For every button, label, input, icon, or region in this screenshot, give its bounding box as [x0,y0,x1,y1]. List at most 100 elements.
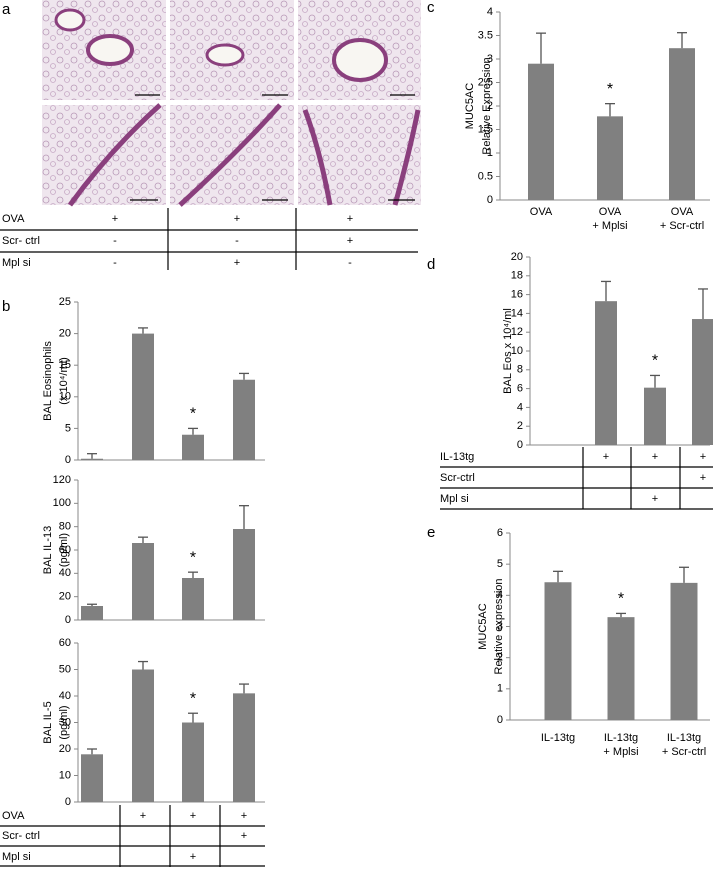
condition-cell: + [190,851,196,863]
airway [86,34,134,66]
y-tick-label: 5 [65,422,71,434]
bar [81,458,103,460]
bar [81,606,103,620]
y-axis-label: (pg/ml) [58,533,70,567]
y-tick-label: 100 [53,497,71,509]
x-tick-label: OVA [599,206,622,218]
micrographs [42,0,421,207]
condition-cell: + [234,257,240,269]
bar [132,669,154,802]
airway-wall [178,103,282,207]
condition-cell: + [347,235,353,247]
significance-mark: * [618,591,624,608]
y-axis-label: (x 10⁴/ml) [58,357,70,405]
y-tick-label: 5 [497,558,503,570]
y-tick-label: 60 [59,544,71,556]
condition-cell: + [603,451,609,463]
condition-cell: - [113,235,117,247]
panel-letter: e [427,524,435,541]
condition-label: Mpl si [2,851,31,863]
condition-label: IL-13tg [440,451,474,463]
y-tick-label: 8 [517,364,523,376]
x-tick-label: + Mplsi [603,746,638,758]
y-tick-label: 50 [59,663,71,675]
condition-cell: - [235,235,239,247]
bar [132,333,154,460]
y-axis-label: MUC5AC [464,83,476,130]
y-axis-label: BAL Eosinophils [42,341,54,421]
x-tick-label: + Scr-ctrl [662,746,706,758]
x-tick-label: IL-13tg [667,732,701,744]
x-tick-label: + Scr-ctrl [660,220,704,232]
condition-cell: + [241,810,247,822]
x-tick-label: IL-13tg [541,732,575,744]
significance-mark: * [607,81,613,98]
y-tick-label: 4 [517,401,523,413]
y-tick-label: 1 [487,147,493,159]
y-tick-label: 0 [65,454,71,466]
y-tick-label: 0 [487,194,493,206]
y-tick-label: 4 [497,589,503,601]
significance-mark: * [190,406,196,423]
micrograph [298,105,421,205]
y-axis-label: BAL IL-13 [42,526,54,575]
y-tick-label: 4 [487,6,493,18]
bar [669,48,695,200]
condition-cell: + [652,451,658,463]
y-tick-label: 20 [511,251,523,263]
bar [182,434,204,460]
bar [595,301,617,445]
airway [332,38,388,82]
y-axis-label: (pg/ml) [58,705,70,739]
y-tick-label: 0 [65,614,71,626]
condition-label: Scr- ctrl [2,235,40,247]
y-tick-label: 16 [511,289,523,301]
airway [205,43,245,67]
bar [597,116,623,200]
y-tick-label: 6 [517,383,523,395]
condition-cell: + [347,213,353,225]
y-tick-label: 10 [511,345,523,357]
condition-cell: + [234,213,240,225]
scale-bars [130,94,415,201]
y-tick-label: 15 [59,359,71,371]
y-tick-label: 10 [59,769,71,781]
bar [607,617,635,720]
bar [544,582,572,720]
airway-wall [67,103,162,207]
y-tick-label: 80 [59,521,71,533]
bar [182,578,204,620]
significance-mark: * [190,549,196,566]
y-tick-label: 6 [497,527,503,539]
condition-cell: + [112,213,118,225]
y-tick-label: 2 [487,100,493,112]
condition-cell: + [700,472,706,484]
y-tick-label: 2 [517,420,523,432]
y-tick-label: 40 [59,690,71,702]
y-tick-label: 30 [59,716,71,728]
condition-cell: + [241,830,247,842]
y-tick-label: 2.5 [478,76,493,88]
bar [528,63,554,201]
condition-label: Scr- ctrl [2,830,40,842]
bar [233,379,255,460]
condition-cell: + [140,810,146,822]
bar [233,693,255,802]
condition-cell: + [190,810,196,822]
condition-cell: + [652,493,658,505]
y-tick-label: 25 [59,296,71,308]
y-tick-label: 0 [517,439,523,451]
y-tick-label: 20 [59,743,71,755]
y-axis-label: Relative Expression [481,57,493,154]
significance-mark: * [190,690,196,707]
airway-wall [302,109,421,206]
y-tick-label: 1.5 [478,123,493,135]
panel-letter: d [427,256,435,273]
x-tick-label: OVA [530,206,553,218]
panel-letter: c [427,0,435,16]
x-tick-label: + Mplsi [592,220,627,232]
y-tick-label: 18 [511,270,523,282]
y-tick-label: 0 [497,714,503,726]
panel-letter: b [2,298,10,315]
